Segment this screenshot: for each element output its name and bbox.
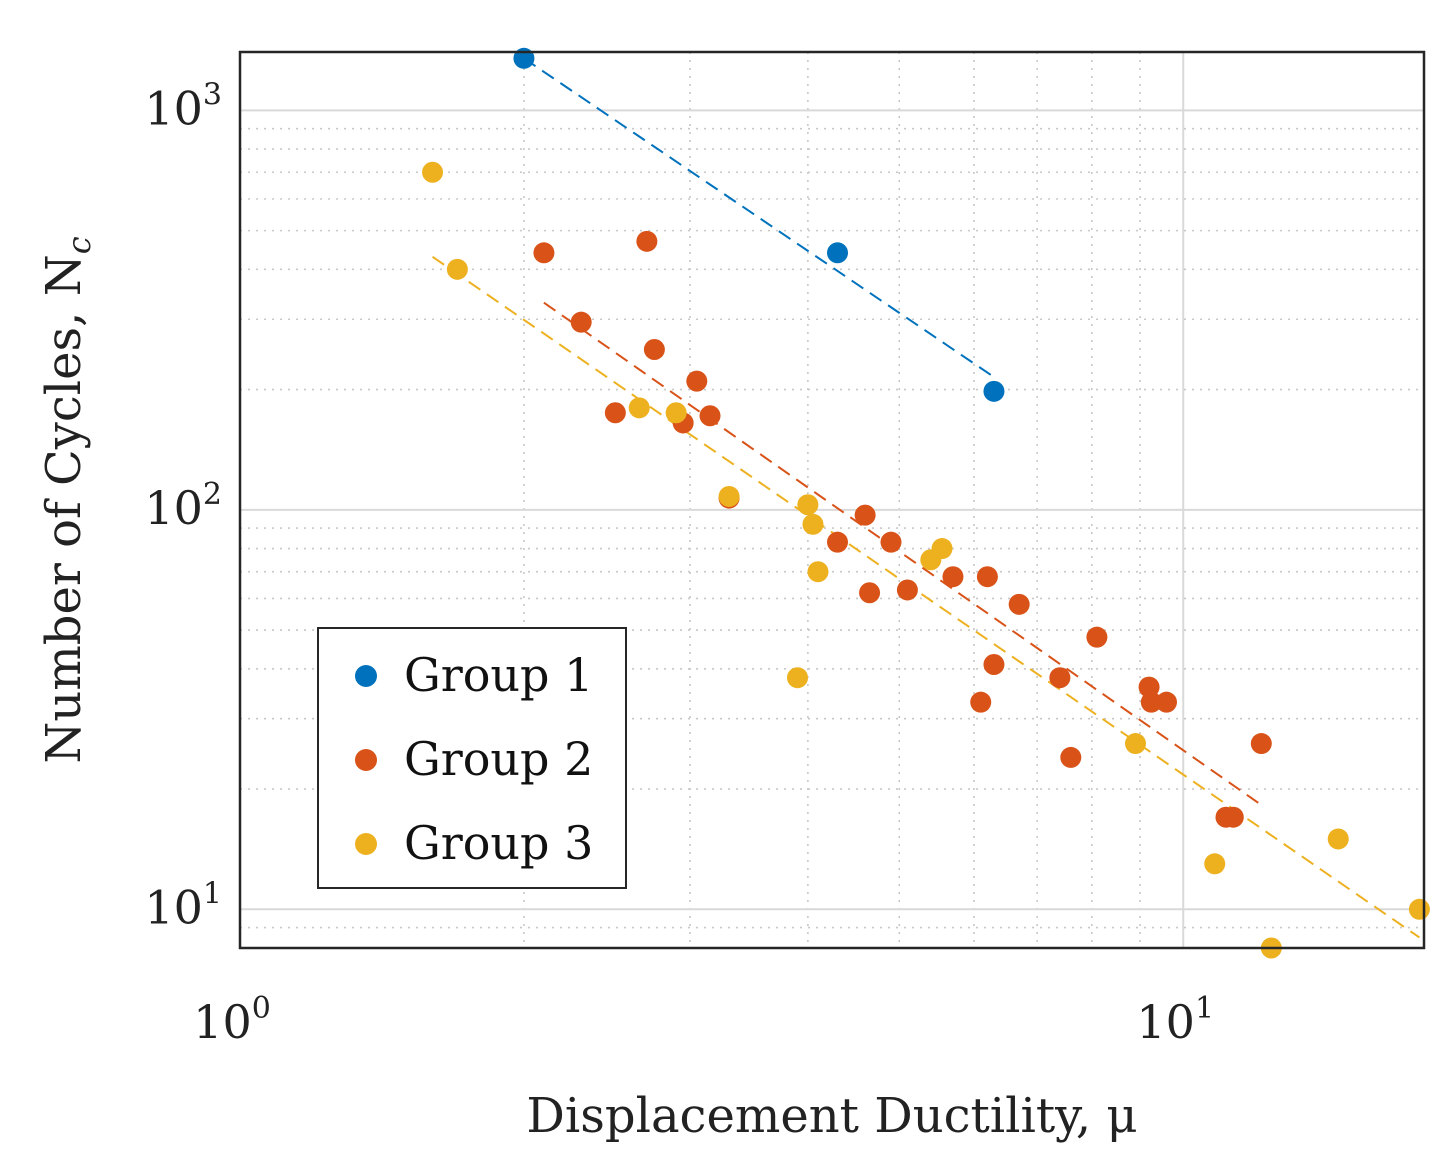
trend-line-group-2: [543, 301, 1266, 809]
data-point-group-2: [1222, 806, 1244, 828]
data-point-group-3: [718, 485, 740, 507]
data-point-group-2: [983, 654, 1005, 676]
data-point-group-1: [983, 380, 1005, 402]
data-point-group-2: [859, 582, 881, 604]
x-tick-label: 100: [193, 991, 271, 1049]
y-axis-title-subscript: c: [60, 236, 98, 254]
data-points: [422, 47, 1430, 959]
data-point-group-2: [970, 691, 992, 713]
data-point-group-3: [931, 538, 953, 560]
data-point-group-1: [827, 242, 849, 264]
data-point-group-2: [976, 566, 998, 588]
tick-labels: 100 101 101 102 103: [144, 77, 1214, 1049]
legend: Group 1 Group 2 Group 3: [317, 627, 627, 889]
plot-frame: [238, 50, 1426, 950]
data-point-group-2: [1008, 593, 1030, 615]
x-axis-title: Displacement Ductility, μ: [526, 1088, 1137, 1144]
data-point-group-3: [797, 494, 819, 516]
data-point-group-2: [942, 566, 964, 588]
data-point-group-2: [1086, 626, 1108, 648]
data-point-group-2: [854, 504, 876, 526]
data-point-group-2: [1060, 746, 1082, 768]
x-tick-label: 101: [1136, 991, 1214, 1049]
data-point-group-3: [787, 667, 809, 689]
data-point-group-2: [699, 405, 721, 427]
data-point-group-2: [643, 338, 665, 360]
data-point-group-3: [1204, 853, 1226, 875]
data-point-group-2: [636, 230, 658, 252]
legend-marker-group-1: [355, 665, 377, 687]
y-tick-label: 103: [144, 77, 222, 135]
y-axis-title-main: Number of Cycles, N: [36, 254, 92, 763]
data-point-group-3: [1124, 733, 1146, 755]
data-point-group-3: [446, 258, 468, 280]
data-point-group-2: [896, 579, 918, 601]
data-point-group-2: [827, 531, 849, 553]
data-point-group-3: [628, 397, 650, 419]
data-point-group-2: [533, 242, 555, 264]
data-point-group-3: [1408, 898, 1430, 920]
data-point-group-2: [1049, 667, 1071, 689]
legend-marker-group-3: [355, 833, 377, 855]
legend-label-group-2: Group 2: [404, 732, 593, 786]
data-point-group-2: [1155, 691, 1177, 713]
data-point-group-3: [802, 513, 824, 535]
data-point-group-3: [807, 561, 829, 583]
trend-line-group-1: [523, 57, 995, 378]
legend-label-group-3: Group 3: [404, 816, 593, 870]
trend-lines: [431, 57, 1420, 939]
data-point-group-3: [422, 161, 444, 183]
data-point-group-2: [604, 402, 626, 424]
y-tick-label: 102: [144, 477, 222, 535]
legend-marker-group-2: [355, 749, 377, 771]
y-tick-label: 101: [144, 876, 222, 934]
legend-label-group-1: Group 1: [404, 648, 593, 702]
data-point-group-2: [570, 311, 592, 333]
data-point-group-2: [686, 370, 708, 392]
y-axis-title: Number of Cycles, Nc: [36, 236, 98, 763]
trend-line-group-3: [431, 255, 1420, 939]
data-point-group-3: [665, 402, 687, 424]
data-point-group-2: [880, 531, 902, 553]
data-point-group-2: [1250, 733, 1272, 755]
data-point-group-3: [1327, 828, 1349, 850]
data-point-group-2: [1140, 691, 1162, 713]
grid: [240, 52, 1424, 948]
